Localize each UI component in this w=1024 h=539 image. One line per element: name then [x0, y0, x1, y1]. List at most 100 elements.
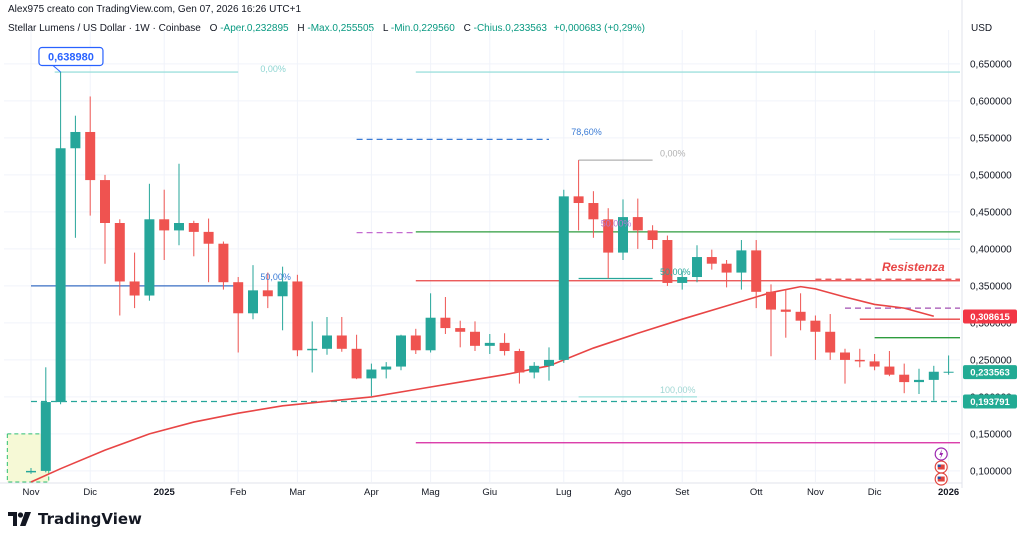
candle-53[interactable] [810, 315, 821, 360]
candle-59[interactable] [899, 363, 910, 394]
candle-26[interactable] [410, 328, 421, 354]
candle-18[interactable] [292, 274, 303, 357]
price-tag-bg [963, 365, 1017, 380]
candle-body [884, 366, 895, 375]
event-icons[interactable] [934, 447, 948, 486]
open-label: O [209, 23, 218, 34]
time-axis[interactable]: Nov Dic 2025 Feb Mar Apr Mag Giu Lug Ago Set Ott Nov… [23, 487, 960, 498]
candle-22[interactable] [351, 334, 362, 380]
candle-62[interactable] [943, 355, 954, 375]
candle-57[interactable] [869, 353, 880, 371]
candle-23[interactable] [366, 363, 377, 397]
candle-6[interactable] [114, 219, 125, 316]
candle-9[interactable] [159, 189, 170, 260]
candle-48[interactable] [736, 240, 747, 290]
candle-2[interactable] [55, 72, 66, 405]
candle-0[interactable] [26, 467, 36, 474]
candle-body [70, 131, 81, 149]
candle-39[interactable] [603, 208, 614, 279]
price-tick-label: 0,500000 [970, 170, 1012, 181]
time-tick-label: Lug [556, 487, 572, 498]
candle-51[interactable] [780, 289, 791, 338]
candle-43[interactable] [662, 235, 673, 286]
candle-61[interactable] [928, 365, 939, 401]
candle-42[interactable] [647, 225, 658, 249]
candle-30[interactable] [470, 321, 480, 352]
candle-body [322, 335, 332, 349]
candle-54[interactable] [825, 314, 836, 360]
candle-28[interactable] [440, 297, 451, 334]
candle-55[interactable] [840, 348, 850, 384]
candle-32[interactable] [499, 333, 510, 356]
candle-25[interactable] [396, 334, 406, 371]
candle-31[interactable] [484, 334, 495, 354]
candle-10[interactable] [174, 163, 184, 246]
candle-body [351, 348, 362, 379]
flag-event-icon[interactable] [934, 472, 948, 486]
candle-34[interactable] [529, 362, 540, 379]
candle-body [396, 335, 406, 367]
candle-27[interactable] [425, 293, 436, 353]
candle-58[interactable] [884, 351, 895, 377]
candle-37[interactable] [573, 160, 584, 231]
candle-12[interactable] [203, 218, 214, 283]
tradingview-brand[interactable]: TradingView [8, 510, 142, 528]
fib-label: 0,00% [660, 148, 686, 158]
candle-36[interactable] [558, 189, 569, 363]
symbol-name[interactable]: Stellar Lumens / US Dollar · 1W · Coinba… [8, 23, 201, 34]
candle-body [174, 223, 184, 231]
candle-41[interactable] [632, 198, 643, 249]
candle-40[interactable] [618, 199, 628, 260]
candle-4[interactable] [85, 96, 96, 216]
candle-29[interactable] [455, 320, 466, 348]
price-tick-label: 0,100000 [970, 466, 1012, 477]
candle-body [233, 282, 244, 314]
candles[interactable] [26, 72, 954, 474]
candle-33[interactable] [514, 348, 525, 384]
candle-5[interactable] [100, 174, 110, 264]
candle-14[interactable] [233, 277, 244, 353]
candle-body [588, 203, 599, 220]
candle-body [558, 196, 569, 360]
candle-3[interactable] [70, 115, 81, 238]
candle-38[interactable] [588, 191, 599, 238]
candle-16[interactable] [262, 272, 273, 309]
candle-20[interactable] [322, 316, 332, 355]
price-axis[interactable]: USD 0,650000 0,600000 0,550000 0,500000 0,450… [970, 23, 1012, 477]
candle-60[interactable] [914, 368, 924, 394]
candle-13[interactable] [218, 241, 229, 290]
candle-body [262, 290, 273, 297]
candle-56[interactable] [854, 348, 865, 368]
candle-19[interactable] [307, 321, 318, 373]
candle-21[interactable] [336, 316, 347, 352]
candle-45[interactable] [692, 245, 702, 283]
candle-body [499, 342, 510, 352]
candle-46[interactable] [706, 249, 717, 270]
candle-50[interactable] [766, 284, 776, 357]
author-line: Alex975 creato con TradingView.com, Gen … [8, 4, 302, 15]
candle-body [914, 379, 924, 383]
candle-8[interactable] [144, 183, 155, 301]
candle-35[interactable] [544, 347, 554, 381]
candle-15[interactable] [248, 265, 258, 320]
candle-44[interactable] [677, 271, 688, 290]
candle-7[interactable] [129, 252, 140, 309]
candle-11[interactable] [188, 220, 199, 257]
candle-body [573, 196, 584, 204]
candle-52[interactable] [795, 293, 806, 331]
price-tag-label: 0,233563 [970, 368, 1010, 379]
candle-1[interactable] [40, 367, 51, 473]
candle-body [795, 311, 806, 321]
open-value: -Aper.0,232895 [220, 23, 289, 34]
lightning-icon[interactable] [934, 447, 948, 461]
candle-body [943, 371, 954, 373]
candle-47[interactable] [721, 260, 732, 288]
price-tick-label: 0,250000 [970, 355, 1012, 366]
candle-49[interactable] [751, 240, 762, 309]
candle-24[interactable] [381, 362, 392, 379]
candle-17[interactable] [277, 266, 288, 331]
horizontal-levels [31, 71, 960, 444]
price-tags: 0,308615 0,233563 0,193791 [963, 309, 1017, 409]
flag-event-icon[interactable] [934, 460, 948, 474]
